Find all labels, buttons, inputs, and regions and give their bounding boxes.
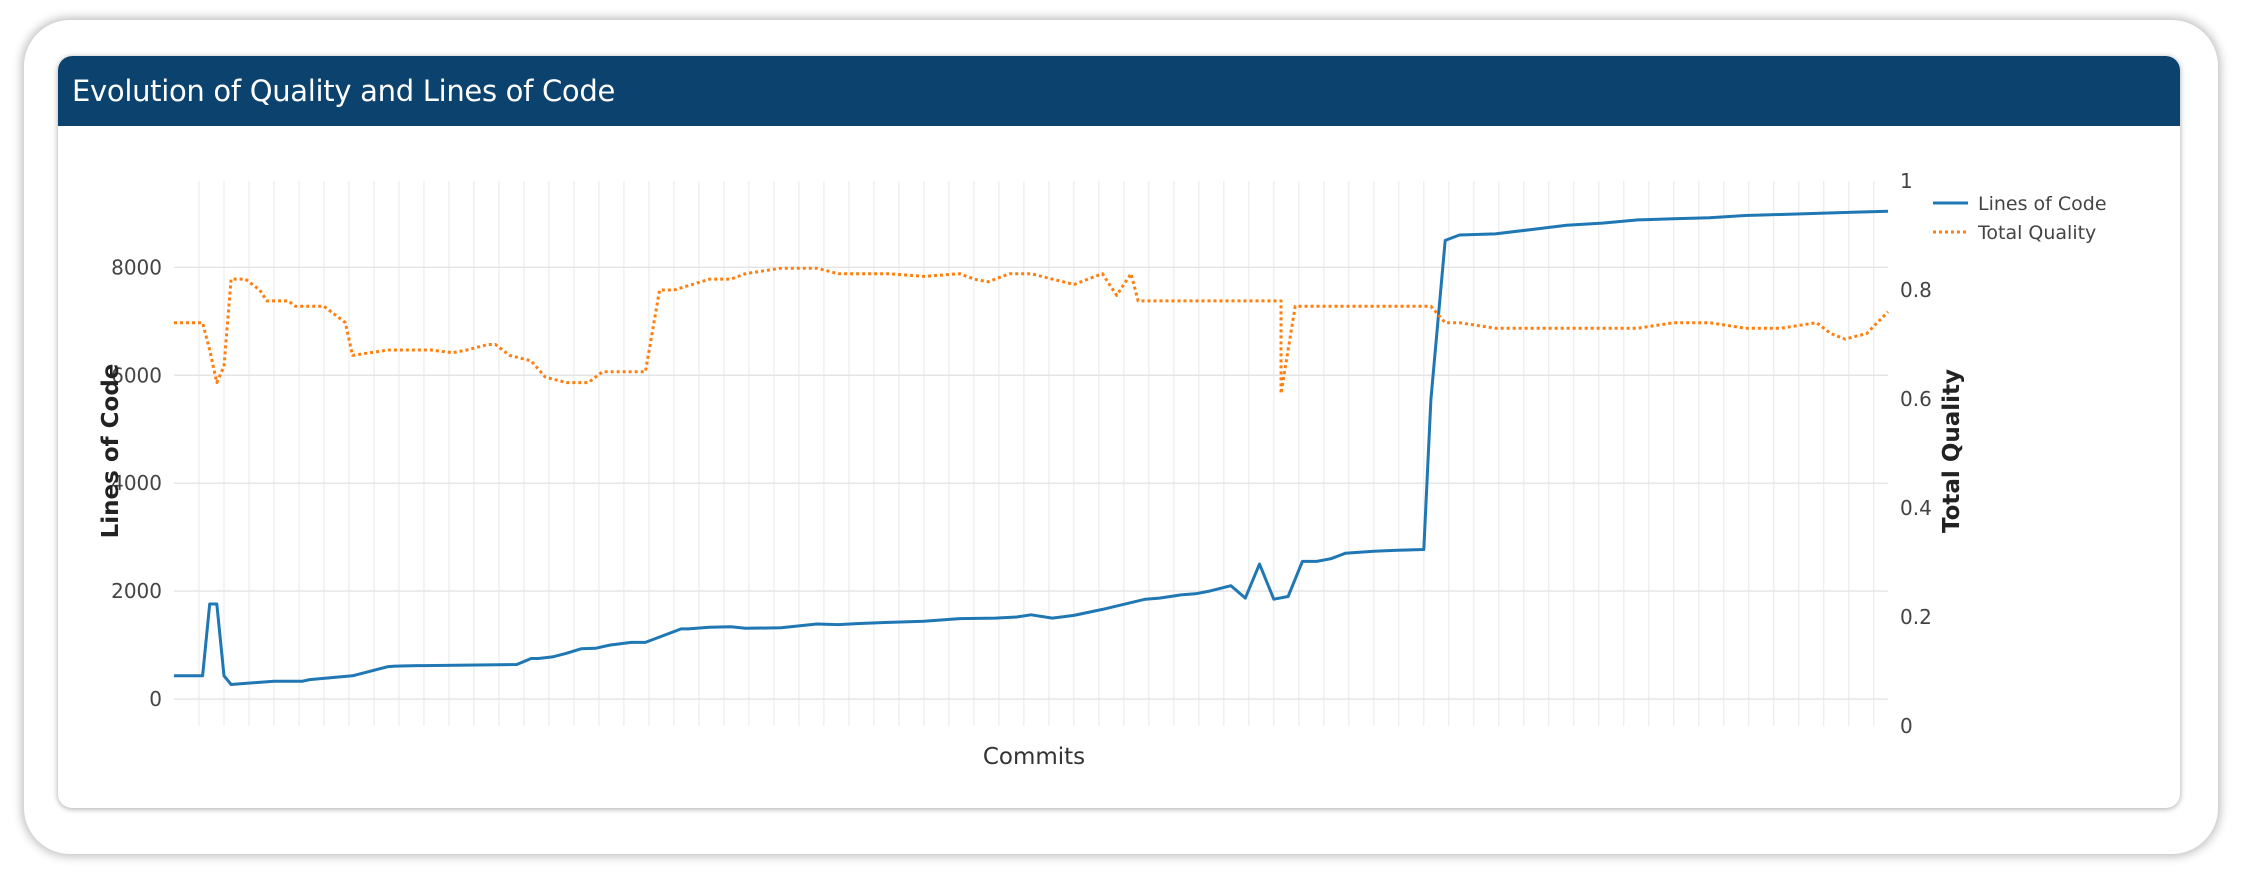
series-line-total-quality[interactable] — [174, 266, 1890, 396]
y-right-tick-label: 0.2 — [1900, 605, 1932, 629]
y-right-tick-label: 0.6 — [1900, 387, 1932, 411]
chart-panel: Evolution of Quality and Lines of Code 0… — [58, 56, 2180, 808]
y-left-axis-title: Lines of Code — [98, 364, 124, 539]
grid — [174, 181, 1888, 726]
series-lines — [174, 209, 1890, 686]
y-right-tick-label: 0.8 — [1900, 278, 1932, 302]
series-line-lines-of-code[interactable] — [174, 209, 1889, 686]
y-right-tick-label: 1 — [1900, 169, 1913, 193]
y-left-tick-label: 0 — [149, 687, 162, 711]
x-axis-title: Commits — [983, 744, 1085, 770]
tick-labels: 0 2000 4000 6000 8000 0 0.2 0.4 0.6 0.8 1 — [111, 169, 1932, 738]
legend-label-quality: Total Quality — [1977, 222, 2096, 244]
legend-label-loc: Lines of Code — [1978, 193, 2107, 215]
panel-title: Evolution of Quality and Lines of Code — [72, 74, 615, 108]
y-left-tick-label: 6000 — [111, 363, 162, 387]
legend[interactable]: Lines of Code Total Quality — [1933, 193, 2107, 244]
y-left-tick-label: 8000 — [111, 255, 162, 279]
y-left-tick-label: 4000 — [111, 471, 162, 495]
y-right-tick-label: 0.4 — [1900, 496, 1932, 520]
y-left-tick-label: 2000 — [111, 579, 162, 603]
y-right-tick-label: 0 — [1900, 714, 1913, 738]
panel-header: Evolution of Quality and Lines of Code — [58, 56, 2180, 126]
y-right-axis-title: Total Quality — [1939, 369, 1965, 533]
